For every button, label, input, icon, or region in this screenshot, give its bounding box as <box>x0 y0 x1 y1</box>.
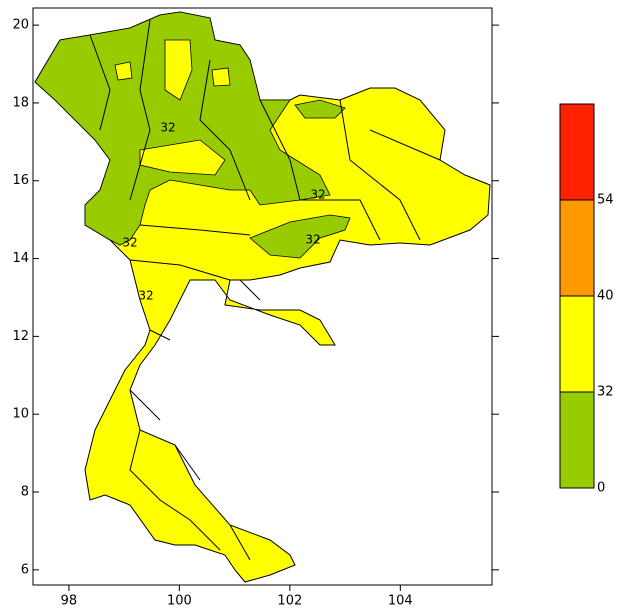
x-tick-label: 102 <box>277 594 302 609</box>
colorbar-label: 54 <box>597 193 614 208</box>
x-tick-label: 98 <box>61 594 78 609</box>
contour-label: 32 <box>305 233 320 247</box>
contour-region <box>211 67 231 87</box>
contour-region <box>114 61 133 81</box>
plot-frame <box>32 7 493 586</box>
contour-region <box>294 99 346 119</box>
colorbar-segment <box>559 103 595 201</box>
colorbar-label: 40 <box>597 289 614 304</box>
y-tick-label: 8 <box>21 485 29 500</box>
contour-region <box>249 214 351 259</box>
x-tick-label: 104 <box>388 594 413 609</box>
contour-label: 32 <box>138 289 153 303</box>
y-tick-label: 16 <box>12 173 29 188</box>
contour-region <box>34 11 331 246</box>
y-tick-label: 18 <box>12 95 29 110</box>
colorbar-segment <box>559 391 595 489</box>
colorbar-segment <box>559 199 595 297</box>
y-tick-label: 10 <box>12 407 29 422</box>
contour-region <box>164 39 193 101</box>
contour-label: 32 <box>310 188 325 202</box>
colorbar-segment <box>559 295 595 393</box>
province-border <box>89 19 441 561</box>
y-tick-label: 20 <box>12 18 29 33</box>
contour-label: 32 <box>122 236 137 250</box>
y-tick-label: 14 <box>12 251 29 266</box>
y-tick-label: 6 <box>21 562 29 577</box>
y-tick-label: 12 <box>12 329 29 344</box>
contour-label: 32 <box>160 121 175 135</box>
colorbar-label: 0 <box>597 481 605 496</box>
x-tick-label: 100 <box>167 594 192 609</box>
colorbar-label: 32 <box>597 385 614 400</box>
map <box>34 11 491 583</box>
